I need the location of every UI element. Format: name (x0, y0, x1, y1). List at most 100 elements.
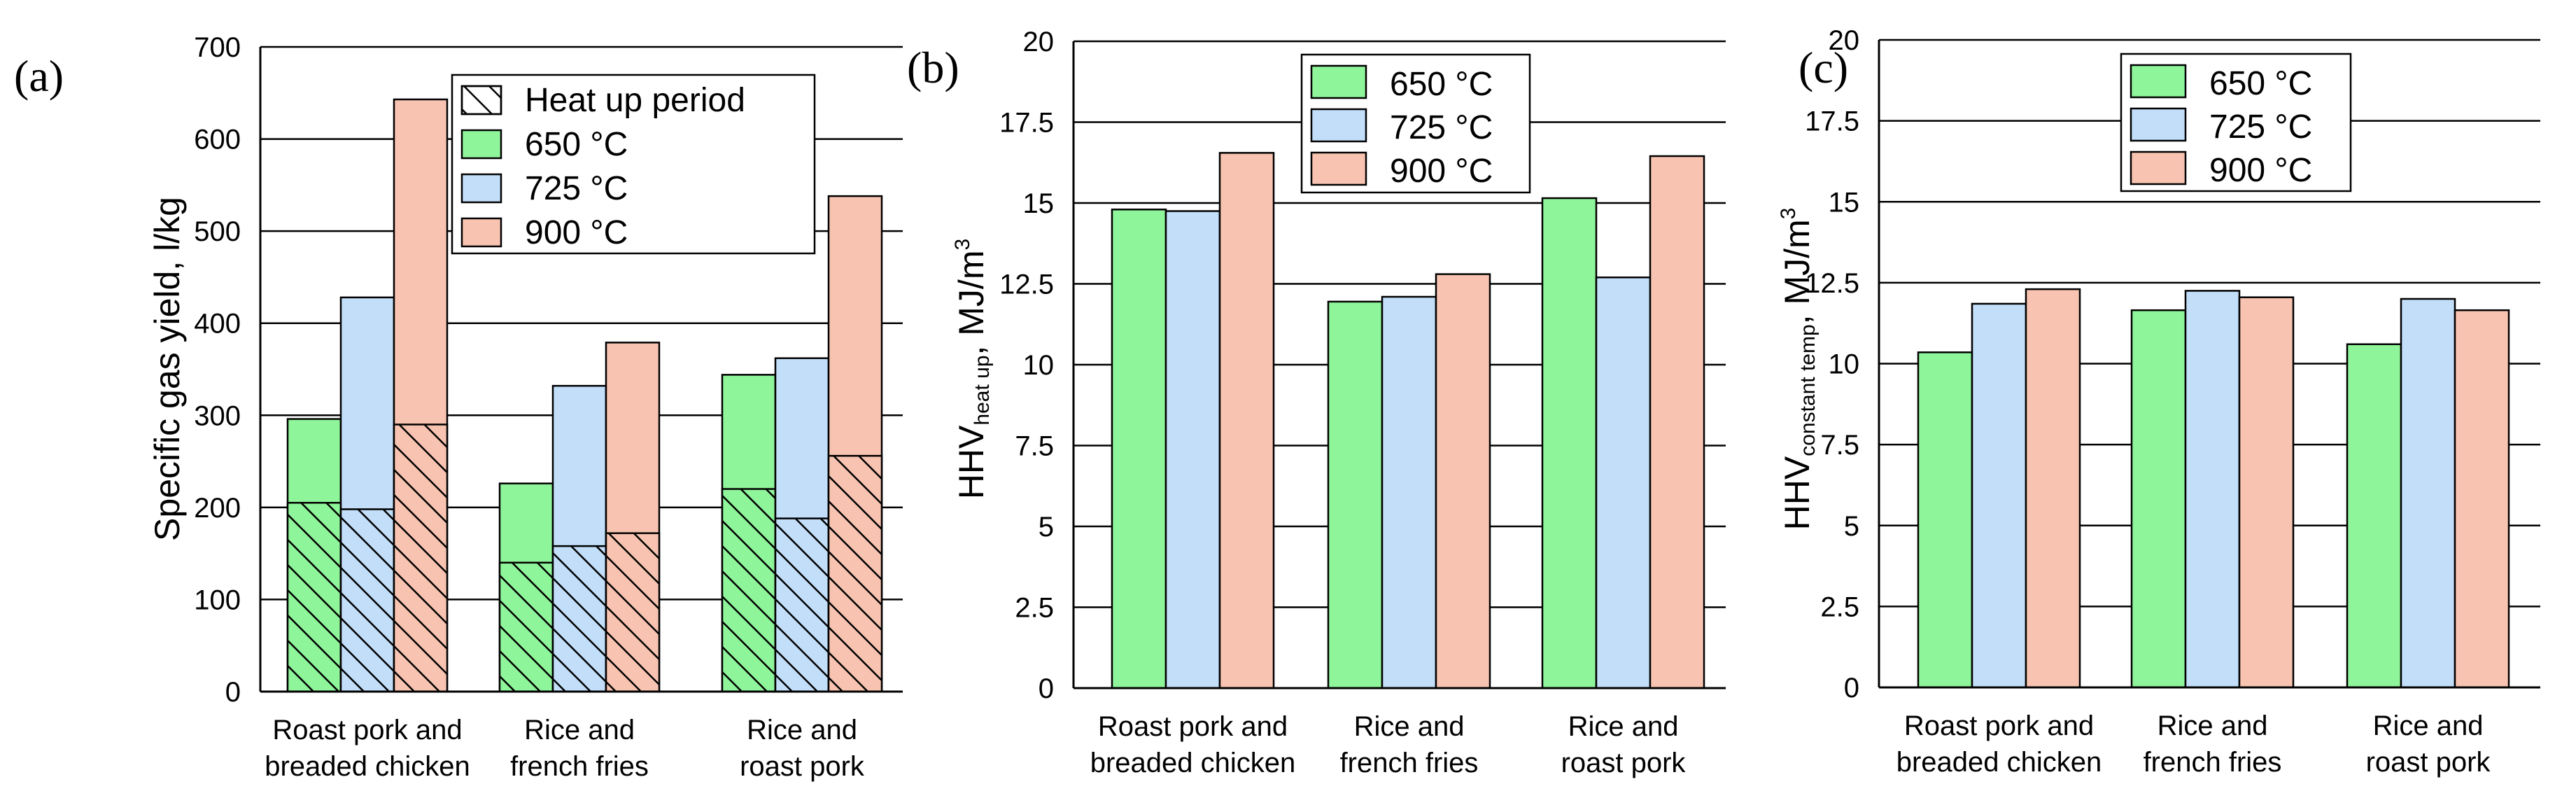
chart-a-legend-swatch (460, 129, 502, 160)
chart-c-y-axis-label-main: HHV (1778, 456, 1817, 530)
chart-b-legend: 650 °C 725 °C 900 °C (1300, 53, 1531, 194)
chart-b-y-tick-label: 12.5 (999, 270, 1054, 300)
chart-b-category-label: Rice and (1354, 711, 1465, 742)
chart-c-y-tick-labels: 0 2.5 5 7.5 10 12.5 15 17.5 20 (1805, 25, 1859, 704)
chart-b-y-axis-label-main: HHV (952, 425, 991, 499)
chart-b-y-axis-label-sub: heat up (971, 356, 994, 426)
chart-b-axes (1072, 41, 1726, 690)
chart-a-y-tick-label: 500 (194, 216, 241, 247)
chart-b-y-axis-label-unit: , MJ/m (952, 251, 991, 356)
chart-a: (a) 0 100 200 300 400 500 600 700 Roast pork an… (14, 32, 903, 782)
chart-c-y-tick-label: 17.5 (1805, 106, 1859, 137)
chart-b-y-tick-label: 10 (1023, 350, 1055, 381)
chart-a-bar-heatup (393, 424, 449, 693)
chart-c-bar (2454, 309, 2510, 689)
chart-b-y-tick-label: 7.5 (1015, 431, 1054, 462)
chart-b-bar (1381, 295, 1437, 690)
chart-a-bar-heatup (827, 454, 883, 693)
chart-b-bar (1218, 152, 1275, 690)
chart-a-category-label: Rice and (747, 715, 857, 746)
chart-a-legend-label: 650 °C (525, 126, 628, 163)
chart-a-y-tick-label: 300 (194, 400, 241, 431)
chart-c-category-label: Rice and (2373, 710, 2484, 741)
chart-b-y-tick-label: 2.5 (1015, 593, 1054, 624)
chart-b-bar (1649, 155, 1705, 690)
chart-c-category-labels: Roast pork and breaded chicken Rice and fre… (1896, 710, 2491, 778)
chart-b-y-axis-label-sup: 3 (951, 239, 974, 251)
chart-c-y-axis-label-sub: constant temp (1796, 324, 1820, 456)
chart-b-bars (1111, 152, 1705, 690)
chart-a-legend-label: 725 °C (525, 170, 628, 207)
chart-c-y-tick-label: 5 (1844, 511, 1859, 542)
chart-b-bar (1164, 210, 1221, 690)
chart-c-legend-swatch (2130, 107, 2187, 142)
chart-b-bar (1595, 276, 1652, 690)
chart-c-bar (2025, 288, 2081, 689)
chart-a-bar-heatup (498, 561, 554, 693)
chart-b-category-label: Roast pork and (1098, 711, 1288, 742)
chart-c-y-axis-label: HHVconstant temp, MJ/m3 (1777, 208, 1820, 531)
chart-c-bar (2130, 309, 2187, 689)
chart-b-legend-swatch (1310, 151, 1367, 186)
chart-b-category-label: french fries (1340, 748, 1479, 778)
chart-c-y-tick-label: 10 (1829, 349, 1860, 380)
chart-b-bar (1541, 197, 1598, 690)
chart-a-bar-heatup (774, 517, 830, 693)
chart-c-y-axis-label-unit: , MJ/m (1778, 219, 1817, 324)
chart-b-legend-label: 725 °C (1390, 109, 1493, 146)
chart-b-y-axis-label: HHVheat up, MJ/m3 (951, 239, 994, 499)
chart-b-category-label: Rice and (1568, 711, 1679, 742)
chart-a-y-tick-label: 600 (194, 125, 241, 155)
chart-a-legend-box (451, 74, 816, 255)
chart-a-y-tick-label: 100 (194, 584, 241, 615)
chart-a-legend-label: Heat up period (525, 82, 745, 119)
chart-a-legend-label: 900 °C (525, 214, 628, 251)
chart-b: (b) 0 2.5 5 7.5 10 12.5 15 17.5 20 Roast pork an… (907, 27, 1726, 778)
chart-a-y-tick-label: 400 (194, 309, 241, 340)
chart-b-legend-swatch (1310, 108, 1367, 143)
chart-c-y-tick-label: 0 (1844, 673, 1859, 704)
chart-b-bar (1435, 273, 1491, 690)
chart-a-y-tick-label: 0 (225, 677, 241, 708)
chart-a-category-label: Roast pork and (272, 715, 462, 746)
chart-b-category-label: breaded chicken (1090, 748, 1296, 778)
chart-a-category-label: roast pork (740, 751, 865, 782)
chart-a-category-label: breaded chicken (265, 751, 470, 782)
chart-a-bar-heatup (605, 532, 661, 693)
chart-a-legend-swatch (460, 217, 502, 248)
chart-c-legend-label: 650 °C (2209, 65, 2312, 102)
chart-b-y-tick-labels: 0 2.5 5 7.5 10 12.5 15 17.5 20 (999, 27, 1054, 704)
panel-label-a: (a) (14, 51, 64, 101)
chart-c-bar (2400, 298, 2456, 689)
chart-b-category-labels: Roast pork and breaded chicken Rice and fre… (1090, 711, 1687, 778)
chart-b-bar (1327, 300, 1384, 690)
chart-b-bar (1111, 208, 1167, 690)
chart-a-y-axis-label: Specific gas yield, l/kg (148, 197, 187, 541)
chart-c-bars (1917, 288, 2510, 689)
chart-c-legend-swatch (2130, 150, 2187, 186)
chart-b-legend-swatch (1310, 64, 1367, 99)
chart-a-y-tick-label: 200 (194, 493, 241, 524)
chart-c-y-tick-label: 15 (1829, 187, 1860, 218)
chart-c-bar (1917, 351, 1973, 689)
chart-a-legend: Heat up period 650 °C 725 °C 900 °C (451, 74, 816, 255)
chart-b-y-tick-label: 5 (1039, 512, 1054, 542)
chart-c-legend-swatch (2130, 64, 2187, 99)
chart-c-category-label: french fries (2144, 747, 2282, 778)
chart-a-category-labels: Roast pork and breaded chicken Rice and fre… (265, 715, 865, 782)
chart-c-bar (2184, 290, 2241, 689)
chart-b-category-label: roast pork (1561, 748, 1687, 778)
chart-a-bar-heatup (339, 508, 395, 693)
chart-c-legend-label: 900 °C (2209, 152, 2312, 189)
chart-a-bar-heatup (286, 502, 342, 693)
chart-a-legend-swatch-hatch (460, 85, 502, 115)
chart-c-y-axis-label-sup: 3 (1777, 208, 1800, 220)
chart-a-y-tick-labels: 0 100 200 300 400 500 600 700 (194, 32, 241, 708)
panel-label-c: (c) (1799, 43, 1848, 92)
chart-a-category-label: french fries (510, 751, 649, 782)
chart-c-category-label: roast pork (2366, 747, 2491, 778)
chart-c-bar (2346, 343, 2402, 689)
chart-c-axes (1878, 40, 2540, 689)
chart-b-y-tick-label: 15 (1023, 188, 1055, 219)
